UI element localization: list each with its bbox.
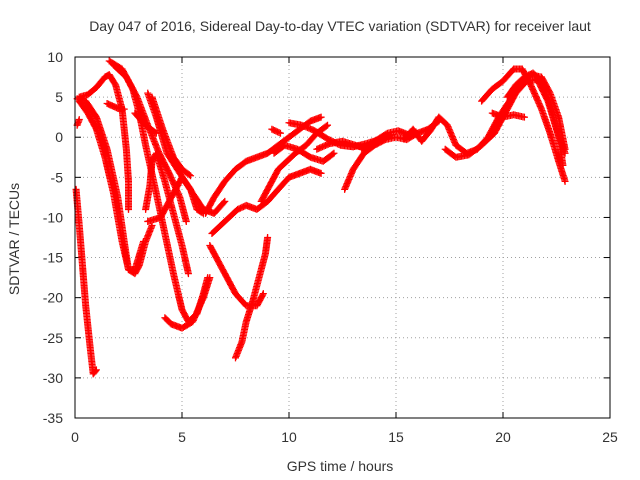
data-point <box>559 161 567 169</box>
y-tick-labels: 10 5 0 -5 -10 -15 -20 -25 -30 -35 <box>43 49 63 426</box>
data-point <box>322 122 330 130</box>
x-tick-label: 0 <box>71 429 79 445</box>
series-track-14 <box>161 274 214 332</box>
series-track-2 <box>75 97 147 274</box>
series-track-25 <box>358 127 413 153</box>
y-axis-label: SDTVAR / TECUs <box>6 183 22 295</box>
series-track-9 <box>131 109 160 137</box>
data-point <box>221 197 229 205</box>
y-tick-label: -5 <box>51 169 64 185</box>
data-point <box>520 113 528 121</box>
data-point <box>329 150 337 158</box>
data-point <box>92 367 100 375</box>
data-point <box>264 234 272 241</box>
series-track-18 <box>208 165 325 237</box>
y-tick-label: 0 <box>55 129 63 145</box>
x-tick-label: 25 <box>602 429 618 445</box>
x-axis-label: GPS time / hours <box>287 458 394 474</box>
x-tick-label: 15 <box>388 429 404 445</box>
x-tick-labels: 0 5 10 15 20 25 <box>71 429 618 445</box>
series-track-5 <box>103 100 128 113</box>
x-tick-label: 20 <box>495 429 511 445</box>
data-point <box>220 198 228 206</box>
data-point <box>561 177 569 185</box>
series-track-13 <box>144 173 207 225</box>
data-point <box>324 121 332 129</box>
series-track-21 <box>268 125 284 137</box>
y-tick-label: -30 <box>43 370 63 386</box>
y-tick-label: -35 <box>43 410 63 426</box>
data-point <box>185 171 193 179</box>
series-track-11 <box>148 93 195 180</box>
data-point <box>92 366 100 374</box>
data-point <box>259 291 267 299</box>
data-point <box>259 290 267 298</box>
series-track-20 <box>270 141 338 165</box>
data-point <box>206 274 214 282</box>
y-tick-label: -15 <box>43 250 63 266</box>
data-point <box>317 113 325 121</box>
y-tick-label: 5 <box>55 89 63 105</box>
y-tick-label: -10 <box>43 209 63 225</box>
series-track-15 <box>202 113 325 217</box>
series-track-17 <box>232 234 272 362</box>
series-track-3 <box>72 185 100 378</box>
data-point <box>125 205 132 213</box>
data-point <box>330 149 338 157</box>
series-track-12 <box>142 149 192 278</box>
x-tick-label: 5 <box>178 429 186 445</box>
y-tick-label: 10 <box>47 49 63 65</box>
chart-title: Day 047 of 2016, Sidereal Day-to-day VTE… <box>89 18 591 34</box>
data-point <box>75 116 83 124</box>
data-point <box>275 129 283 137</box>
series-track-30 <box>503 69 567 169</box>
series-track-29 <box>488 109 528 121</box>
data-point <box>187 172 195 180</box>
data-point <box>317 169 325 177</box>
data-point <box>120 105 128 113</box>
data-point <box>276 129 284 137</box>
plot-frame <box>74 56 611 419</box>
data-point <box>139 238 147 246</box>
y-tick-label: -20 <box>43 290 63 306</box>
data-point <box>184 270 192 278</box>
x-tick-label: 10 <box>281 429 297 445</box>
y-tick-label: -25 <box>43 330 63 346</box>
data-point <box>182 217 190 225</box>
data-points <box>72 57 569 378</box>
